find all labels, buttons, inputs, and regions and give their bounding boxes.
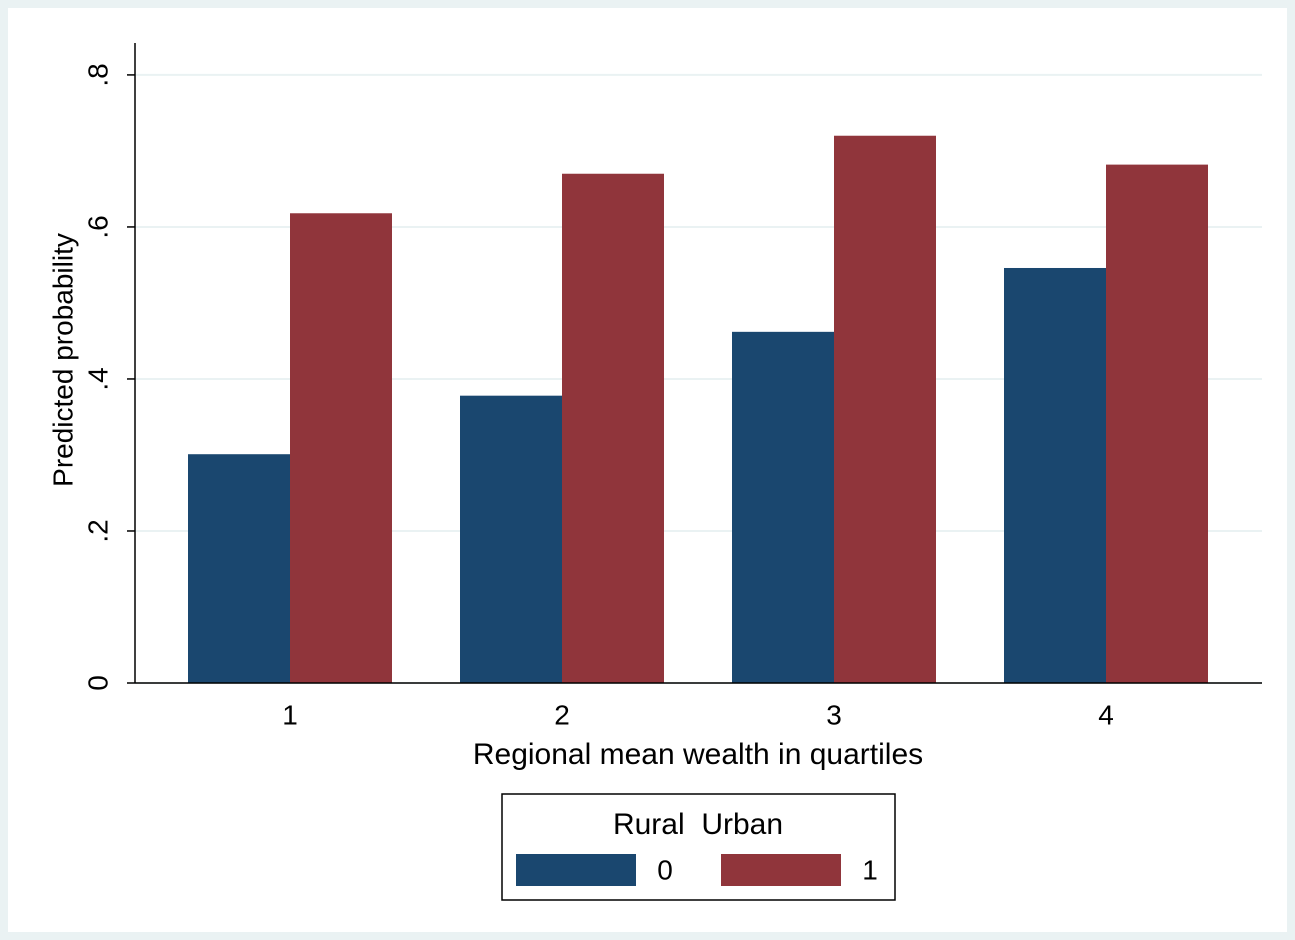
bar [290, 213, 392, 683]
legend-swatch [721, 854, 841, 886]
y-tick-label: .4 [82, 367, 113, 390]
y-tick-label: 0 [82, 675, 113, 691]
bar [732, 331, 834, 683]
x-tick-label: 3 [826, 699, 842, 730]
legend-label: 1 [862, 854, 878, 885]
x-axis-title: Regional mean wealth in quartiles [473, 738, 923, 771]
y-tick-label: .2 [82, 519, 113, 542]
y-tick-label: .6 [82, 215, 113, 238]
legend-swatch [516, 854, 636, 886]
bar [562, 173, 664, 684]
bar [834, 135, 936, 684]
x-tick-label: 2 [554, 699, 570, 730]
x-tick-label: 1 [282, 699, 298, 730]
bar [1106, 164, 1208, 683]
x-tick-label: 4 [1098, 699, 1114, 730]
legend-label: 0 [657, 854, 673, 885]
y-tick-label: .8 [82, 63, 113, 86]
bar [1004, 267, 1106, 683]
y-axis-title: Predicted probability [47, 233, 78, 487]
bar [188, 454, 290, 683]
legend-title: Rural Urban [613, 808, 783, 841]
bar [460, 395, 562, 683]
